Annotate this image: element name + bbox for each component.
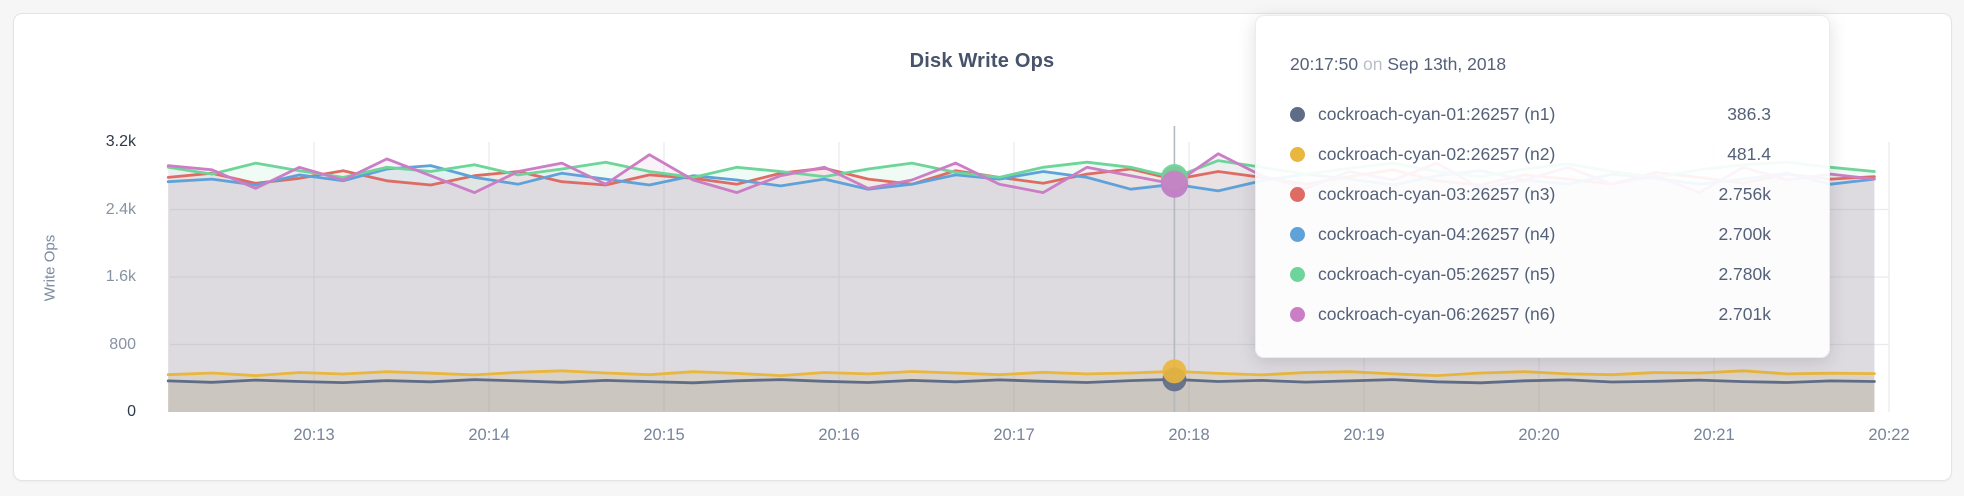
- tooltip-row-label: cockroach-cyan-03:26257 (n3): [1318, 183, 1556, 204]
- chart-tooltip: 20:17:50 on Sep 13th, 2018 cockroach-cya…: [1255, 15, 1830, 358]
- chart-title: Disk Write Ops: [909, 50, 1055, 72]
- series-color-dot-icon: [1290, 186, 1305, 202]
- tooltip-row-label: cockroach-cyan-05:26257 (n5): [1318, 263, 1556, 284]
- series-color-dot-icon: [1290, 266, 1305, 282]
- tooltip-row-value: 481.4: [1727, 143, 1771, 164]
- series-color-dot-icon: [1290, 306, 1305, 322]
- x-tick-label: 20:18: [1168, 426, 1210, 444]
- tooltip-row-value: 2.701k: [1718, 303, 1771, 324]
- x-tick-label: 20:19: [1343, 426, 1385, 444]
- tooltip-row: cockroach-cyan-04:26257 (n4) 2.700k: [1290, 214, 1771, 254]
- tooltip-row: cockroach-cyan-03:26257 (n3) 2.756k: [1290, 174, 1771, 214]
- x-tick-label: 20:16: [818, 426, 860, 444]
- tooltip-row-value: 2.700k: [1718, 223, 1771, 244]
- tooltip-row-value: 2.756k: [1718, 183, 1771, 204]
- tooltip-row-label: cockroach-cyan-04:26257 (n4): [1318, 223, 1556, 244]
- tooltip-date: Sep 13th, 2018: [1387, 54, 1507, 74]
- x-tick-label: 20:21: [1693, 426, 1735, 444]
- tooltip-rows: cockroach-cyan-01:26257 (n1) 386.3 cockroa…: [1290, 94, 1771, 334]
- series-color-dot-icon: [1290, 226, 1305, 242]
- x-tick-label: 20:17: [993, 426, 1035, 444]
- tooltip-row: cockroach-cyan-05:26257 (n5) 2.780k: [1290, 254, 1771, 294]
- tooltip-row-value: 386.3: [1727, 103, 1771, 124]
- tooltip-time: 20:17:50: [1290, 54, 1359, 74]
- tooltip-row: cockroach-cyan-01:26257 (n1) 386.3: [1290, 94, 1771, 134]
- tooltip-row: cockroach-cyan-06:26257 (n6) 2.701k: [1290, 294, 1771, 334]
- y-tick-label: 800: [109, 335, 136, 353]
- x-tick-label: 20:14: [468, 426, 510, 444]
- x-tick-label: 20:20: [1518, 426, 1560, 444]
- tooltip-row-label: cockroach-cyan-02:26257 (n2): [1318, 143, 1556, 164]
- tooltip-row: cockroach-cyan-02:26257 (n2) 481.4: [1290, 134, 1771, 174]
- y-tick-label: 2.4k: [105, 200, 136, 218]
- series-color-dot-icon: [1290, 106, 1305, 122]
- y-tick-label: 3.2k: [105, 133, 136, 150]
- x-tick-label: 20:15: [643, 426, 685, 444]
- series-color-dot-icon: [1290, 146, 1305, 162]
- x-tick-label: 20:22: [1868, 426, 1910, 444]
- y-tick-label: 0: [127, 403, 136, 420]
- y-tick-label: 1.6k: [105, 268, 136, 285]
- tooltip-header: 20:17:50 on Sep 13th, 2018: [1290, 46, 1771, 82]
- x-tick-label: 20:13: [293, 426, 335, 444]
- tooltip-row-label: cockroach-cyan-06:26257 (n6): [1318, 303, 1556, 324]
- tooltip-row-label: cockroach-cyan-01:26257 (n1): [1318, 103, 1556, 124]
- tooltip-row-value: 2.780k: [1718, 263, 1771, 284]
- tooltip-on-text: on: [1363, 54, 1383, 74]
